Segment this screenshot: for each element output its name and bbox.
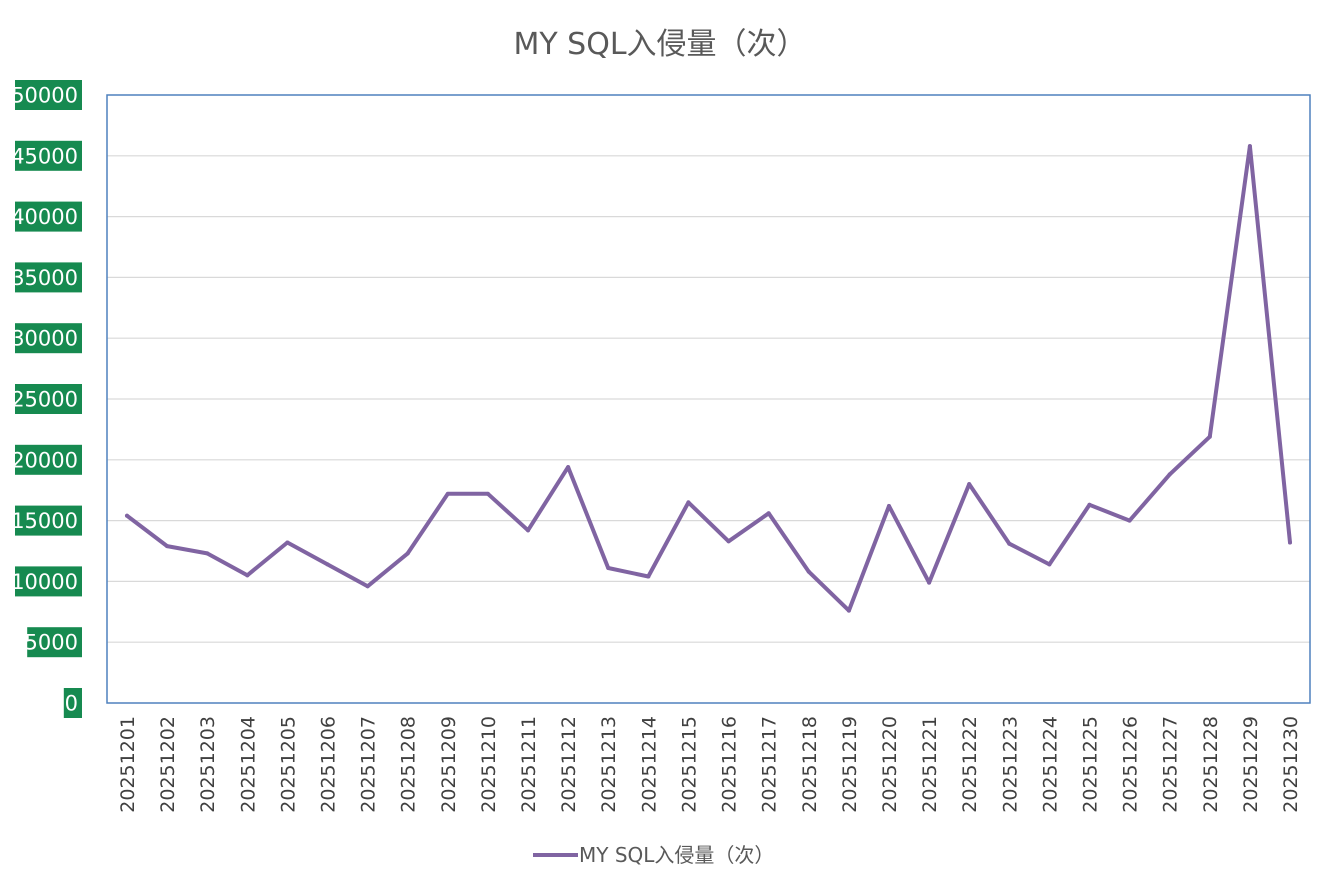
y-tick-label: 45000 xyxy=(11,144,78,168)
data-point xyxy=(285,540,290,545)
y-tick-label-bg xyxy=(63,688,82,718)
x-tick-label: 20251215 xyxy=(678,716,700,813)
data-point xyxy=(365,584,370,589)
data-point xyxy=(646,574,651,579)
data-point xyxy=(1087,502,1092,507)
data-point xyxy=(1047,562,1052,567)
x-tick-label: 20251228 xyxy=(1200,716,1222,813)
x-tick-label: 20251208 xyxy=(398,716,420,813)
x-tick-label: 20251221 xyxy=(919,716,941,813)
x-tick-label: 20251211 xyxy=(518,716,540,813)
x-axis: 20251201 20251202 20251203 20251204 20251205… xyxy=(117,716,1302,813)
x-tick-label: 20251202 xyxy=(157,716,179,813)
y-tick-label: 0 xyxy=(65,692,78,716)
legend-label: MY SQL入侵量（次） xyxy=(579,843,774,867)
y-tick-label-bg xyxy=(15,384,82,414)
x-tick-label: 20251210 xyxy=(478,716,500,813)
y-tick-label: 35000 xyxy=(11,266,78,290)
x-tick-label: 20251203 xyxy=(197,716,219,813)
data-point xyxy=(846,608,851,613)
y-tick-label-bg xyxy=(15,323,82,354)
data-point xyxy=(726,539,731,544)
x-tick-label: 20251207 xyxy=(358,716,380,813)
y-tick-label: 15000 xyxy=(11,509,78,533)
plot-area xyxy=(106,94,1311,704)
data-point xyxy=(566,465,571,470)
y-tick-label-bg xyxy=(15,566,82,597)
gridlines xyxy=(107,155,1310,643)
data-point xyxy=(445,491,450,496)
data-point xyxy=(927,580,932,585)
data-point xyxy=(485,491,490,496)
data-point xyxy=(886,504,891,509)
data-point xyxy=(125,513,129,518)
x-tick-label: 20251219 xyxy=(839,716,861,813)
data-point xyxy=(405,551,410,556)
y-tick-label-bg xyxy=(15,444,82,475)
y-tick-label: 10000 xyxy=(11,570,78,594)
data-point xyxy=(325,562,330,567)
x-tick-label: 20251205 xyxy=(277,716,299,813)
y-tick-label: 5000 xyxy=(25,631,78,655)
data-point xyxy=(1247,144,1252,149)
legend: MY SQL入侵量（次） xyxy=(533,843,774,867)
data-point xyxy=(526,528,531,533)
data-point xyxy=(766,511,771,516)
y-tick-label: 50000 xyxy=(11,84,78,108)
x-tick-label: 20251204 xyxy=(237,716,259,813)
y-tick-label-bg xyxy=(15,140,82,171)
x-tick-label: 20251214 xyxy=(638,716,660,813)
x-tick-label: 20251225 xyxy=(1079,716,1101,813)
x-tick-label: 20251218 xyxy=(799,716,821,813)
x-tick-label: 20251213 xyxy=(598,716,620,813)
x-tick-label: 20251227 xyxy=(1160,716,1182,813)
x-tick-label: 20251217 xyxy=(759,716,781,813)
y-tick-label: 20000 xyxy=(11,448,78,472)
y-tick-label-bg xyxy=(15,80,82,110)
series-layer xyxy=(125,144,1292,613)
x-tick-label: 20251223 xyxy=(999,716,1021,813)
x-tick-label: 20251226 xyxy=(1120,716,1142,813)
x-tick-label: 20251216 xyxy=(719,716,741,813)
series-line xyxy=(125,144,1292,613)
x-tick-label: 20251220 xyxy=(879,716,901,813)
y-tick-label: 30000 xyxy=(11,327,78,351)
data-point xyxy=(205,551,210,556)
x-tick-label: 20251206 xyxy=(318,716,340,813)
x-tick-label: 20251209 xyxy=(438,716,460,813)
data-point xyxy=(1007,541,1012,546)
y-axis: 0 5000 10000 15000 20000 25000 30000 35000 40000… xyxy=(11,80,82,718)
data-point xyxy=(1288,540,1292,545)
data-point xyxy=(165,544,170,549)
x-tick-label: 20251212 xyxy=(558,716,580,813)
data-point xyxy=(1127,518,1132,523)
y-tick-label-bg xyxy=(15,201,82,232)
data-point xyxy=(606,566,611,571)
x-tick-label: 20251224 xyxy=(1039,716,1061,813)
y-tick-label-bg xyxy=(15,505,82,536)
data-point xyxy=(1167,472,1172,477)
data-point xyxy=(806,569,811,574)
data-point xyxy=(967,482,972,487)
data-point xyxy=(245,573,250,578)
y-tick-label-bg xyxy=(27,627,82,658)
data-point xyxy=(1207,434,1212,439)
y-tick-label: 40000 xyxy=(11,205,78,229)
x-tick-label: 20251201 xyxy=(117,716,139,813)
x-tick-label: 20251222 xyxy=(959,716,981,813)
y-tick-label-bg xyxy=(15,262,82,293)
data-point xyxy=(686,500,691,505)
x-tick-label: 20251230 xyxy=(1280,716,1302,813)
y-tick-label: 25000 xyxy=(11,388,78,412)
x-tick-label: 20251229 xyxy=(1240,716,1262,813)
chart-title: MY SQL入侵量（次） xyxy=(513,27,806,62)
